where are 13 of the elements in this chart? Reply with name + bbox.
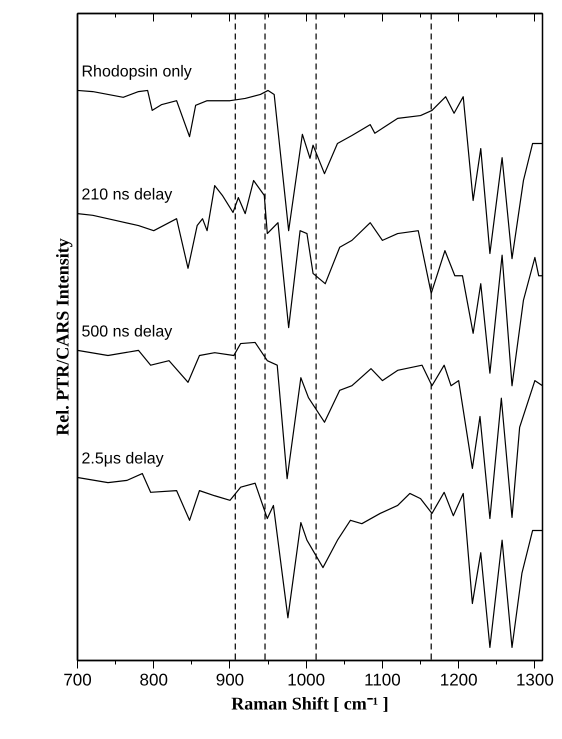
y-axis-title: Rel. PTR/CARS Intensity (52, 238, 72, 436)
x-tick-label: 1200 (440, 670, 478, 690)
x-tick-label: 800 (140, 670, 168, 690)
x-tick-label: 1300 (516, 670, 554, 690)
series-label: 2.5μs delay (82, 450, 164, 468)
x-tick-label: 1000 (287, 670, 326, 690)
x-tick-label: 900 (216, 670, 244, 690)
x-tick-label: 700 (63, 670, 92, 690)
series-label: 500 ns delay (82, 323, 172, 340)
series-label: 210 ns delay (82, 186, 172, 204)
x-axis-title: Raman Shift [ cm⁻¹ ] (231, 694, 389, 714)
series-label: Rhodopsin only (82, 63, 192, 80)
x-tick-label: 1100 (364, 670, 401, 690)
